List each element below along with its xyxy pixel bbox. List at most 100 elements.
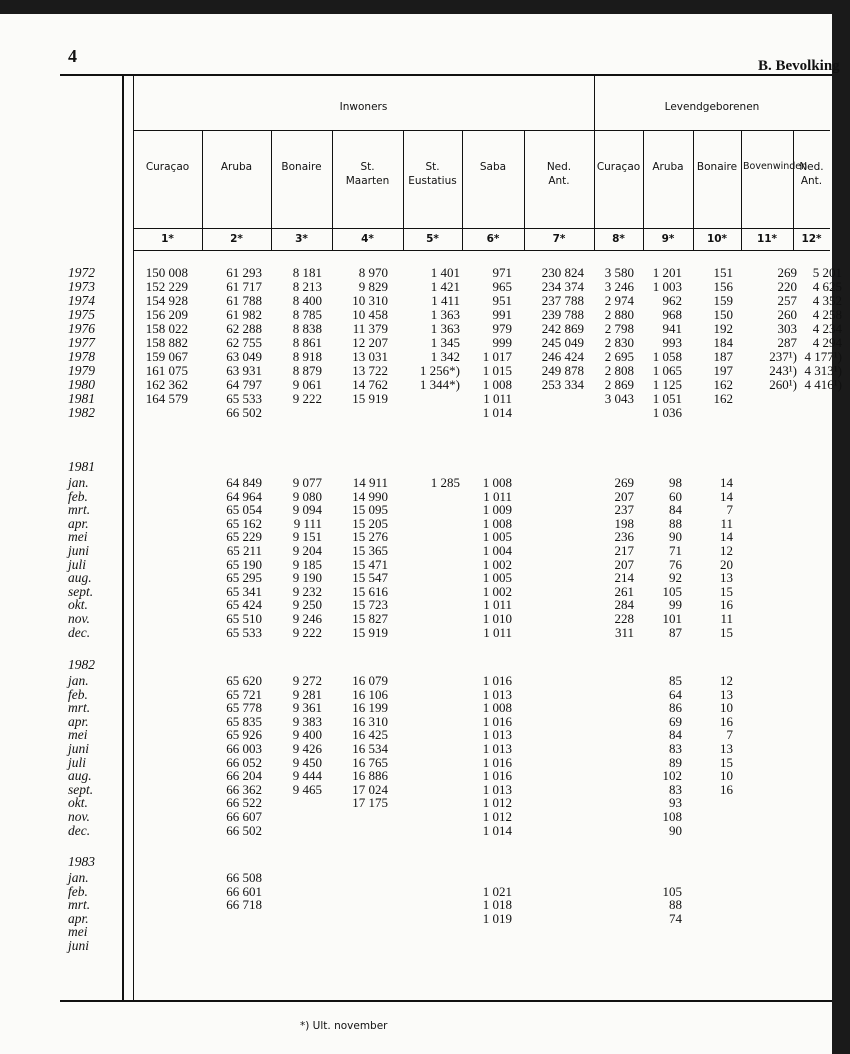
cell: 311 <box>614 624 634 640</box>
cell: 1 016 <box>482 673 512 688</box>
cell: 65 424 <box>226 597 262 613</box>
cell: 1 009 <box>482 502 512 518</box>
cell: 1 008 <box>482 515 512 531</box>
cell: 14 <box>720 475 733 490</box>
row-label: mei <box>68 727 88 743</box>
cell: 158 882 <box>145 335 188 350</box>
cell: 8 785 <box>292 307 322 322</box>
cell: 2 830 <box>604 335 634 350</box>
cell: 9 094 <box>292 502 322 518</box>
cell: 239 788 <box>541 307 584 322</box>
cell: 9 465 <box>292 781 322 797</box>
row-label: 1980 <box>68 377 95 392</box>
section-label: 1981 <box>68 459 95 474</box>
cell: 1 011 <box>483 488 512 504</box>
cell: 269 <box>777 265 798 280</box>
cell: 4 258 <box>812 307 842 322</box>
column-number: 7* <box>552 233 566 245</box>
cell: 7 <box>726 727 734 743</box>
cell: 62 288 <box>226 321 262 336</box>
row-label: 1978 <box>68 349 95 364</box>
cell: 15 205 <box>352 515 388 531</box>
cell: 83 <box>669 781 682 797</box>
cell: 66 362 <box>226 781 262 797</box>
cell: 17 024 <box>352 781 388 797</box>
cell: 951 <box>492 293 513 308</box>
row-label: apr. <box>68 515 89 531</box>
cell: 15 <box>720 624 733 640</box>
cell: 1 017 <box>482 349 512 364</box>
cell: 1 016 <box>482 713 512 729</box>
cell: 214 <box>614 570 635 586</box>
row-label: dec. <box>68 822 91 838</box>
cell: 1 014 <box>482 405 512 420</box>
cell: 1 401 <box>430 265 460 280</box>
cell: 971 <box>492 265 513 280</box>
cell: 66 508 <box>226 870 262 885</box>
cell: 1 345 <box>430 335 460 350</box>
cell: 9 272 <box>292 673 322 688</box>
cell: 9 061 <box>292 377 322 392</box>
cell: 15 919 <box>352 624 388 640</box>
cell: 64 964 <box>226 488 262 504</box>
cell: 249 878 <box>541 363 584 378</box>
cell: 1 013 <box>482 686 512 702</box>
cell: 9 250 <box>292 597 322 613</box>
cell: 15 827 <box>352 611 388 626</box>
cell: 8 181 <box>292 265 322 280</box>
cell: 11 <box>720 611 733 626</box>
rule <box>60 74 832 76</box>
column-header: St. Eustatius <box>408 161 457 187</box>
cell: 9 190 <box>292 570 322 586</box>
footnote: *) Ult. november <box>300 1020 388 1032</box>
cell: 65 835 <box>226 713 262 729</box>
cell: 8 213 <box>292 279 322 294</box>
cell: 74 <box>669 910 682 926</box>
cell: 66 052 <box>226 754 262 770</box>
column-header: Curaçao <box>145 161 190 173</box>
cell: 1 013 <box>482 741 512 756</box>
cell: 965 <box>492 279 513 294</box>
cell: 237¹) <box>769 349 797 364</box>
cell: 15 095 <box>352 502 388 518</box>
cell: 13 031 <box>352 349 388 364</box>
row-label: mrt. <box>68 897 91 912</box>
row-label: feb. <box>68 488 88 504</box>
cell: 1 011 <box>483 624 512 640</box>
row-label: 1977 <box>68 335 95 350</box>
column-line <box>643 130 644 250</box>
cell: 65 341 <box>226 583 262 599</box>
cell: 16 310 <box>352 713 388 729</box>
cell: 15 <box>720 754 733 770</box>
cell: 242 869 <box>541 321 584 336</box>
cell: 161 075 <box>145 363 188 378</box>
cell: 8 861 <box>292 335 322 350</box>
cell: 246 424 <box>541 349 584 364</box>
cell: 1 036 <box>652 405 682 420</box>
column-number: 9* <box>661 233 675 245</box>
cell: 93 <box>669 795 682 811</box>
row-label: 1981 <box>68 391 95 406</box>
cell: 69 <box>669 713 682 729</box>
section-header: B. Bevolking <box>758 58 840 74</box>
frame-line <box>133 76 134 1000</box>
cell: 13 722 <box>352 363 388 378</box>
column-number: 6* <box>486 233 500 245</box>
cell: 8 838 <box>292 321 322 336</box>
cell: 159 067 <box>145 349 188 364</box>
row-label: sept. <box>68 583 94 599</box>
cell: 15 365 <box>352 543 388 558</box>
cell: 184 <box>713 335 734 350</box>
cell: 1 021 <box>482 883 512 899</box>
row-label: juni <box>68 543 90 558</box>
cell: 9 077 <box>292 475 322 490</box>
cell: 64 849 <box>226 475 262 490</box>
row-label: dec. <box>68 624 91 640</box>
column-number: 8* <box>612 233 625 245</box>
cell: 3 043 <box>604 391 634 406</box>
cell: 230 824 <box>541 265 584 280</box>
row-label: juni <box>68 741 90 756</box>
cell: 90 <box>669 822 682 838</box>
cell: 1 008 <box>482 700 512 716</box>
cell: 1 051 <box>652 391 682 406</box>
